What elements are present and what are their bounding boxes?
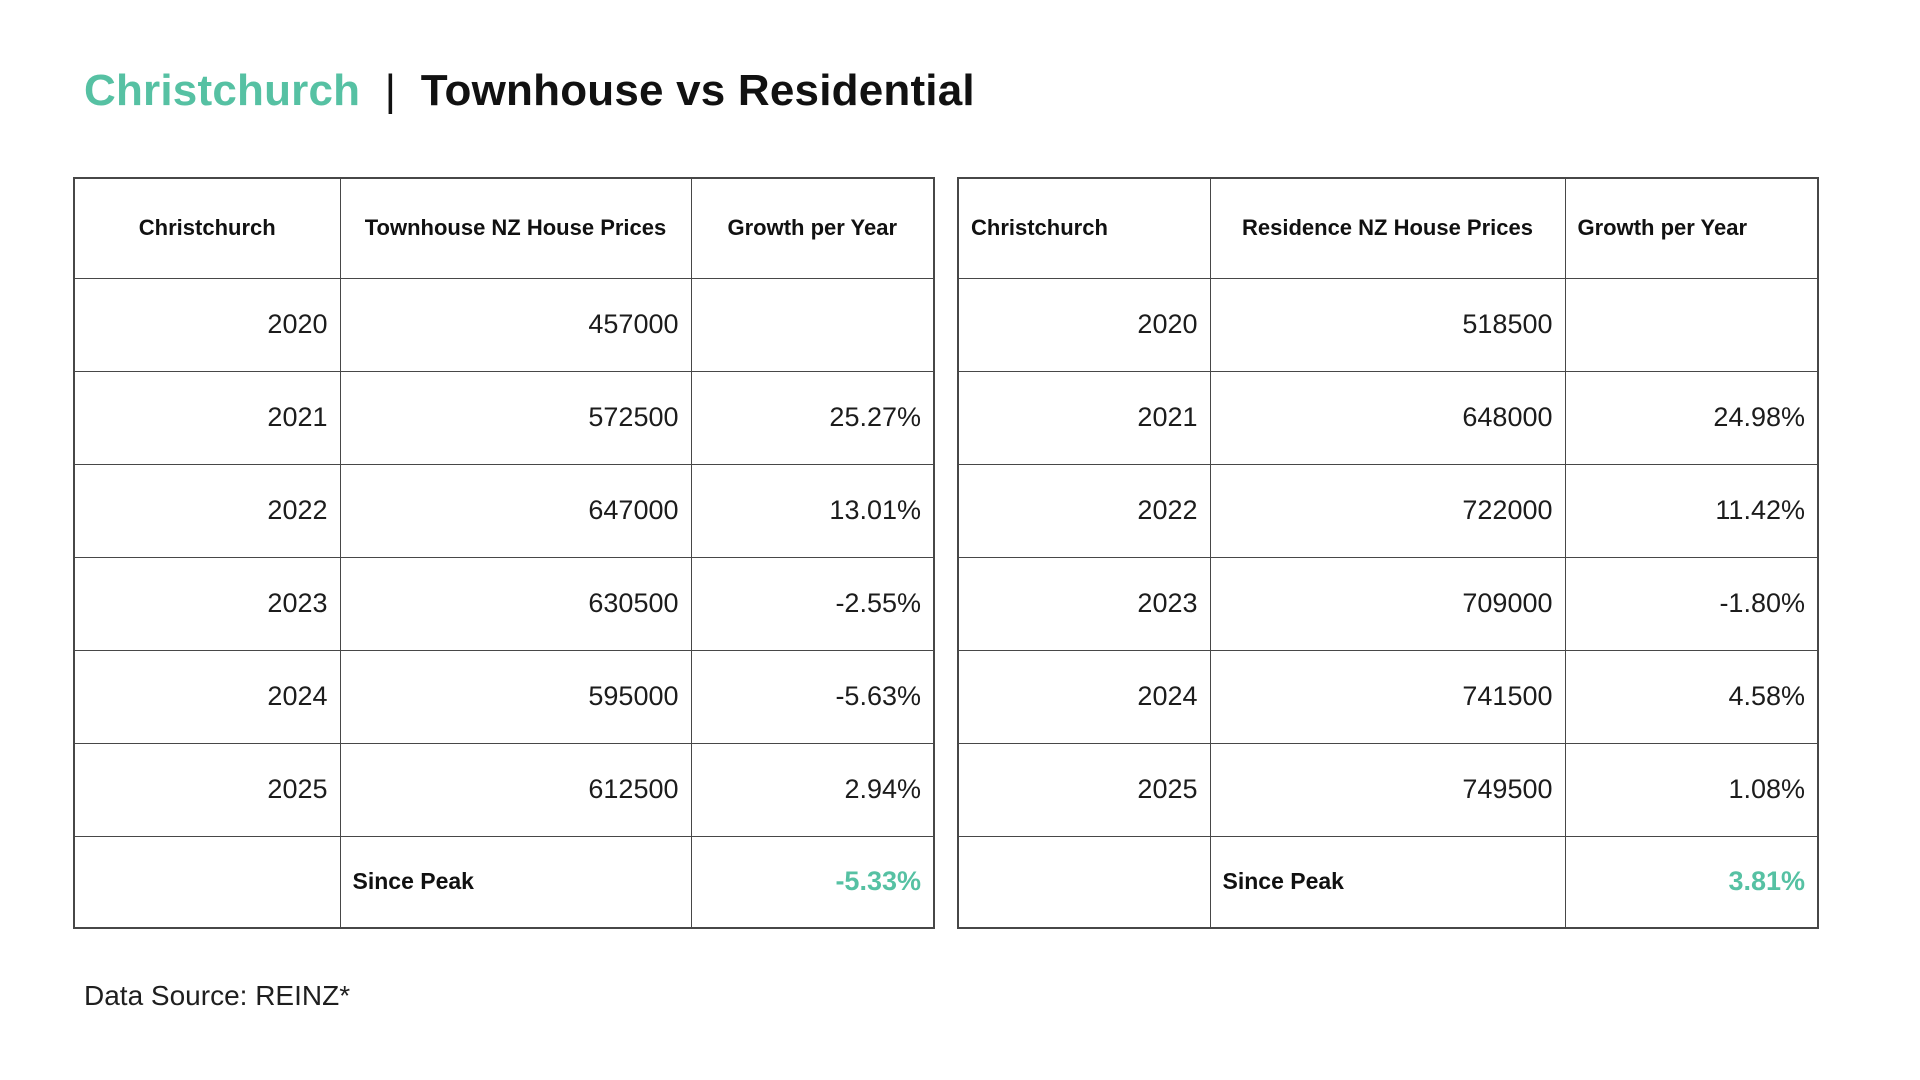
table-row: 2022 647000 13.01% [73, 463, 935, 558]
year-cell: 2024 [957, 649, 1211, 744]
since-peak-value: 3.81% [1564, 835, 1819, 929]
year-cell: 2025 [73, 742, 341, 837]
growth-cell: 2.94% [690, 742, 935, 837]
year-cell: 2021 [957, 370, 1211, 465]
growth-cell: 24.98% [1564, 370, 1819, 465]
table-row: 2025 749500 1.08% [957, 742, 1819, 837]
column-header-city: Christchurch [957, 177, 1211, 279]
since-peak-value: -5.33% [690, 835, 935, 929]
column-header-prices: Residence NZ House Prices [1209, 177, 1566, 279]
growth-cell: 4.58% [1564, 649, 1819, 744]
year-cell: 2024 [73, 649, 341, 744]
price-cell: 612500 [339, 742, 692, 837]
table-row: 2021 648000 24.98% [957, 370, 1819, 465]
data-source-note: Data Source: REINZ* [84, 980, 351, 1011]
price-cell: 457000 [339, 277, 692, 372]
year-cell: 2023 [957, 556, 1211, 651]
year-cell: 2021 [73, 370, 341, 465]
year-cell: 2020 [73, 277, 341, 372]
price-cell: 722000 [1209, 463, 1566, 558]
townhouse-header-row: Christchurch Townhouse NZ House Prices G… [73, 177, 935, 279]
table-row: 2020 457000 [73, 277, 935, 372]
year-cell: 2025 [957, 742, 1211, 837]
townhouse-table: Christchurch Townhouse NZ House Prices G… [73, 177, 935, 929]
growth-cell: -5.63% [690, 649, 935, 744]
title-subject: Townhouse vs Residential [420, 66, 975, 115]
price-cell: 595000 [339, 649, 692, 744]
table-row: 2024 741500 4.58% [957, 649, 1819, 744]
year-cell: 2022 [73, 463, 341, 558]
column-header-growth: Growth per Year [1564, 177, 1819, 279]
column-header-city: Christchurch [73, 177, 341, 279]
price-cell: 709000 [1209, 556, 1566, 651]
empty-cell [957, 835, 1211, 929]
table-row: 2025 612500 2.94% [73, 742, 935, 837]
since-peak-label: Since Peak [339, 835, 692, 929]
table-row: 2023 630500 -2.55% [73, 556, 935, 651]
growth-cell [690, 277, 935, 372]
price-cell: 647000 [339, 463, 692, 558]
residence-table: Christchurch Residence NZ House Prices G… [957, 177, 1819, 929]
empty-cell [73, 835, 341, 929]
price-cell: 741500 [1209, 649, 1566, 744]
growth-cell: 11.42% [1564, 463, 1819, 558]
table-row: 2021 572500 25.27% [73, 370, 935, 465]
table-row: 2022 722000 11.42% [957, 463, 1819, 558]
table-row: 2020 518500 [957, 277, 1819, 372]
price-cell: 749500 [1209, 742, 1566, 837]
growth-cell: -1.80% [1564, 556, 1819, 651]
growth-cell: 13.01% [690, 463, 935, 558]
table-row: 2023 709000 -1.80% [957, 556, 1819, 651]
since-peak-row: Since Peak 3.81% [957, 835, 1819, 929]
residence-header-row: Christchurch Residence NZ House Prices G… [957, 177, 1819, 279]
year-cell: 2022 [957, 463, 1211, 558]
column-header-growth: Growth per Year [690, 177, 935, 279]
tables-container: Christchurch Townhouse NZ House Prices G… [73, 177, 1819, 929]
growth-cell [1564, 277, 1819, 372]
title-city: Christchurch [84, 66, 361, 115]
year-cell: 2020 [957, 277, 1211, 372]
growth-cell: -2.55% [690, 556, 935, 651]
title-separator: | [384, 66, 397, 115]
price-cell: 648000 [1209, 370, 1566, 465]
growth-cell: 1.08% [1564, 742, 1819, 837]
since-peak-label: Since Peak [1209, 835, 1566, 929]
since-peak-row: Since Peak -5.33% [73, 835, 935, 929]
page-title: Christchurch | Townhouse vs Residential [84, 66, 975, 116]
growth-cell: 25.27% [690, 370, 935, 465]
table-row: 2024 595000 -5.63% [73, 649, 935, 744]
price-cell: 518500 [1209, 277, 1566, 372]
column-header-prices: Townhouse NZ House Prices [339, 177, 692, 279]
year-cell: 2023 [73, 556, 341, 651]
price-cell: 572500 [339, 370, 692, 465]
price-cell: 630500 [339, 556, 692, 651]
